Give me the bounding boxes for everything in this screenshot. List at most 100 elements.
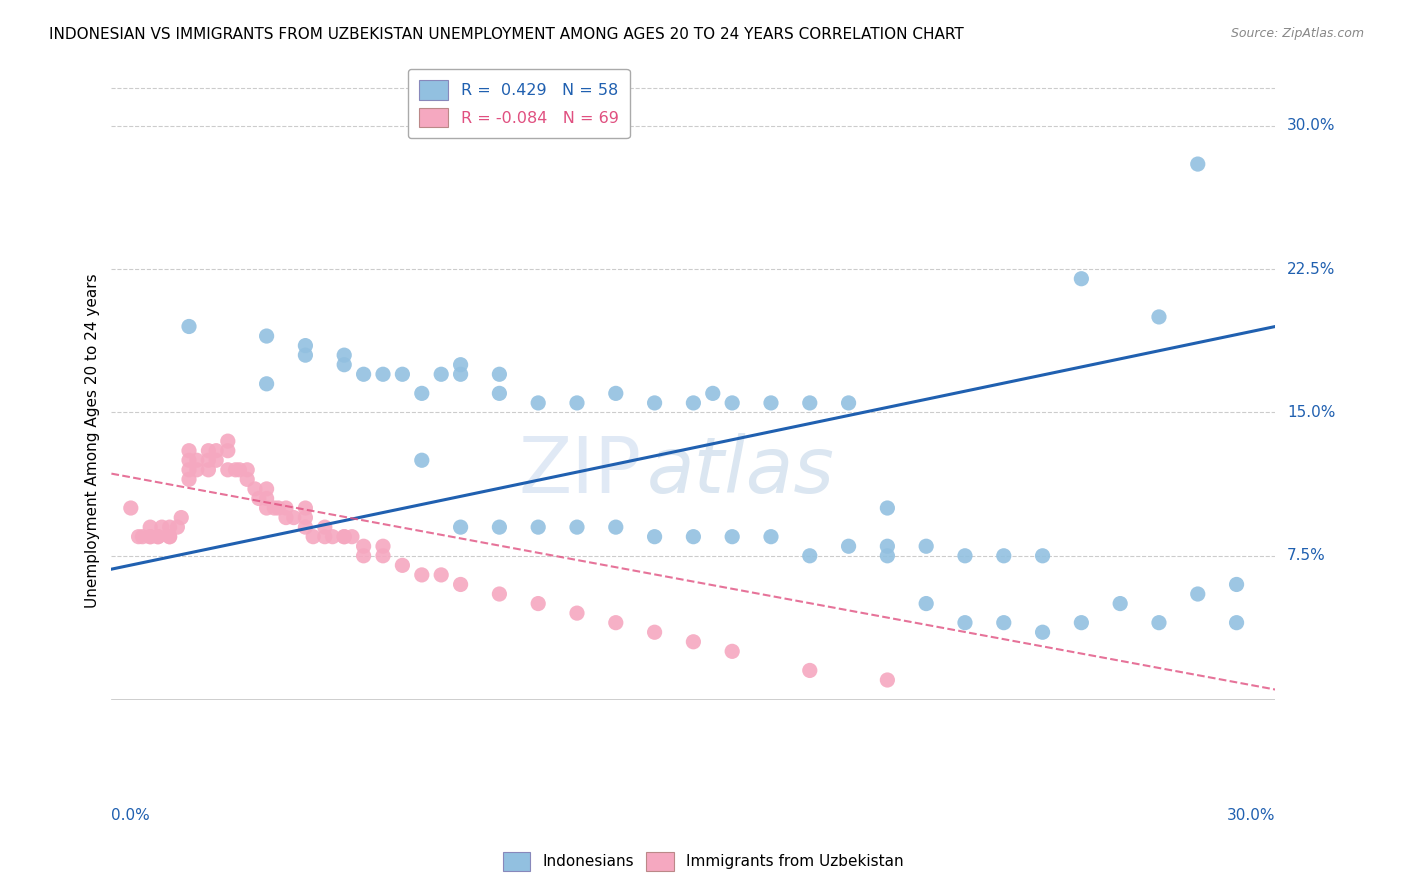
Point: [391, 558, 413, 573]
Point: [256, 491, 278, 506]
Point: [644, 530, 666, 544]
Point: [263, 501, 285, 516]
Point: [333, 530, 356, 544]
Point: [353, 368, 375, 382]
Point: [1070, 271, 1092, 285]
Point: [391, 368, 413, 382]
Point: [450, 358, 472, 372]
Legend: Indonesians, Immigrants from Uzbekistan: Indonesians, Immigrants from Uzbekistan: [494, 843, 912, 880]
Point: [159, 530, 181, 544]
Point: [1187, 587, 1209, 601]
Point: [177, 472, 200, 486]
Point: [644, 396, 666, 410]
Point: [953, 549, 976, 563]
Text: Source: ZipAtlas.com: Source: ZipAtlas.com: [1230, 27, 1364, 40]
Point: [159, 520, 181, 534]
Point: [120, 501, 142, 516]
Point: [605, 520, 627, 534]
Point: [759, 530, 782, 544]
Point: [953, 615, 976, 630]
Point: [205, 453, 228, 467]
Point: [450, 577, 472, 591]
Point: [217, 443, 239, 458]
Point: [488, 587, 510, 601]
Point: [488, 368, 510, 382]
Point: [799, 549, 821, 563]
Point: [430, 368, 453, 382]
Point: [1032, 549, 1054, 563]
Point: [876, 549, 898, 563]
Point: [527, 520, 550, 534]
Legend: R =  0.429   N = 58, R = -0.084   N = 69: R = 0.429 N = 58, R = -0.084 N = 69: [408, 69, 630, 138]
Point: [488, 386, 510, 401]
Point: [166, 520, 188, 534]
Point: [177, 463, 200, 477]
Point: [450, 368, 472, 382]
Point: [197, 463, 219, 477]
Point: [186, 453, 208, 467]
Point: [371, 549, 394, 563]
Point: [993, 549, 1015, 563]
Point: [876, 673, 898, 687]
Point: [197, 443, 219, 458]
Point: [721, 396, 744, 410]
Point: [838, 539, 860, 553]
Point: [256, 329, 278, 343]
Point: [1225, 577, 1247, 591]
Point: [1147, 310, 1170, 324]
Point: [915, 539, 938, 553]
Point: [236, 472, 259, 486]
Point: [283, 510, 305, 524]
Point: [682, 634, 704, 648]
Point: [177, 319, 200, 334]
Point: [1070, 615, 1092, 630]
Point: [1147, 615, 1170, 630]
Point: [682, 530, 704, 544]
Point: [721, 644, 744, 658]
Point: [294, 501, 316, 516]
Point: [1032, 625, 1054, 640]
Point: [256, 482, 278, 496]
Point: [247, 491, 270, 506]
Point: [159, 530, 181, 544]
Point: [146, 530, 169, 544]
Point: [139, 530, 162, 544]
Point: [1225, 615, 1247, 630]
Point: [294, 520, 316, 534]
Point: [170, 510, 193, 524]
Point: [217, 434, 239, 449]
Point: [605, 386, 627, 401]
Point: [915, 597, 938, 611]
Point: [274, 510, 297, 524]
Point: [759, 396, 782, 410]
Point: [128, 530, 150, 544]
Point: [256, 501, 278, 516]
Text: atlas: atlas: [647, 433, 835, 509]
Point: [322, 530, 344, 544]
Point: [243, 482, 266, 496]
Point: [333, 358, 356, 372]
Point: [644, 625, 666, 640]
Point: [799, 664, 821, 678]
Point: [256, 376, 278, 391]
Point: [314, 530, 336, 544]
Point: [565, 606, 588, 620]
Text: 30.0%: 30.0%: [1227, 808, 1275, 823]
Point: [430, 568, 453, 582]
Point: [682, 396, 704, 410]
Point: [411, 453, 433, 467]
Point: [340, 530, 363, 544]
Point: [150, 520, 173, 534]
Point: [876, 539, 898, 553]
Point: [527, 597, 550, 611]
Text: 7.5%: 7.5%: [1286, 549, 1326, 563]
Point: [605, 615, 627, 630]
Point: [177, 453, 200, 467]
Point: [139, 530, 162, 544]
Text: 0.0%: 0.0%: [111, 808, 150, 823]
Point: [225, 463, 247, 477]
Point: [228, 463, 250, 477]
Point: [876, 501, 898, 516]
Point: [1109, 597, 1132, 611]
Point: [294, 348, 316, 362]
